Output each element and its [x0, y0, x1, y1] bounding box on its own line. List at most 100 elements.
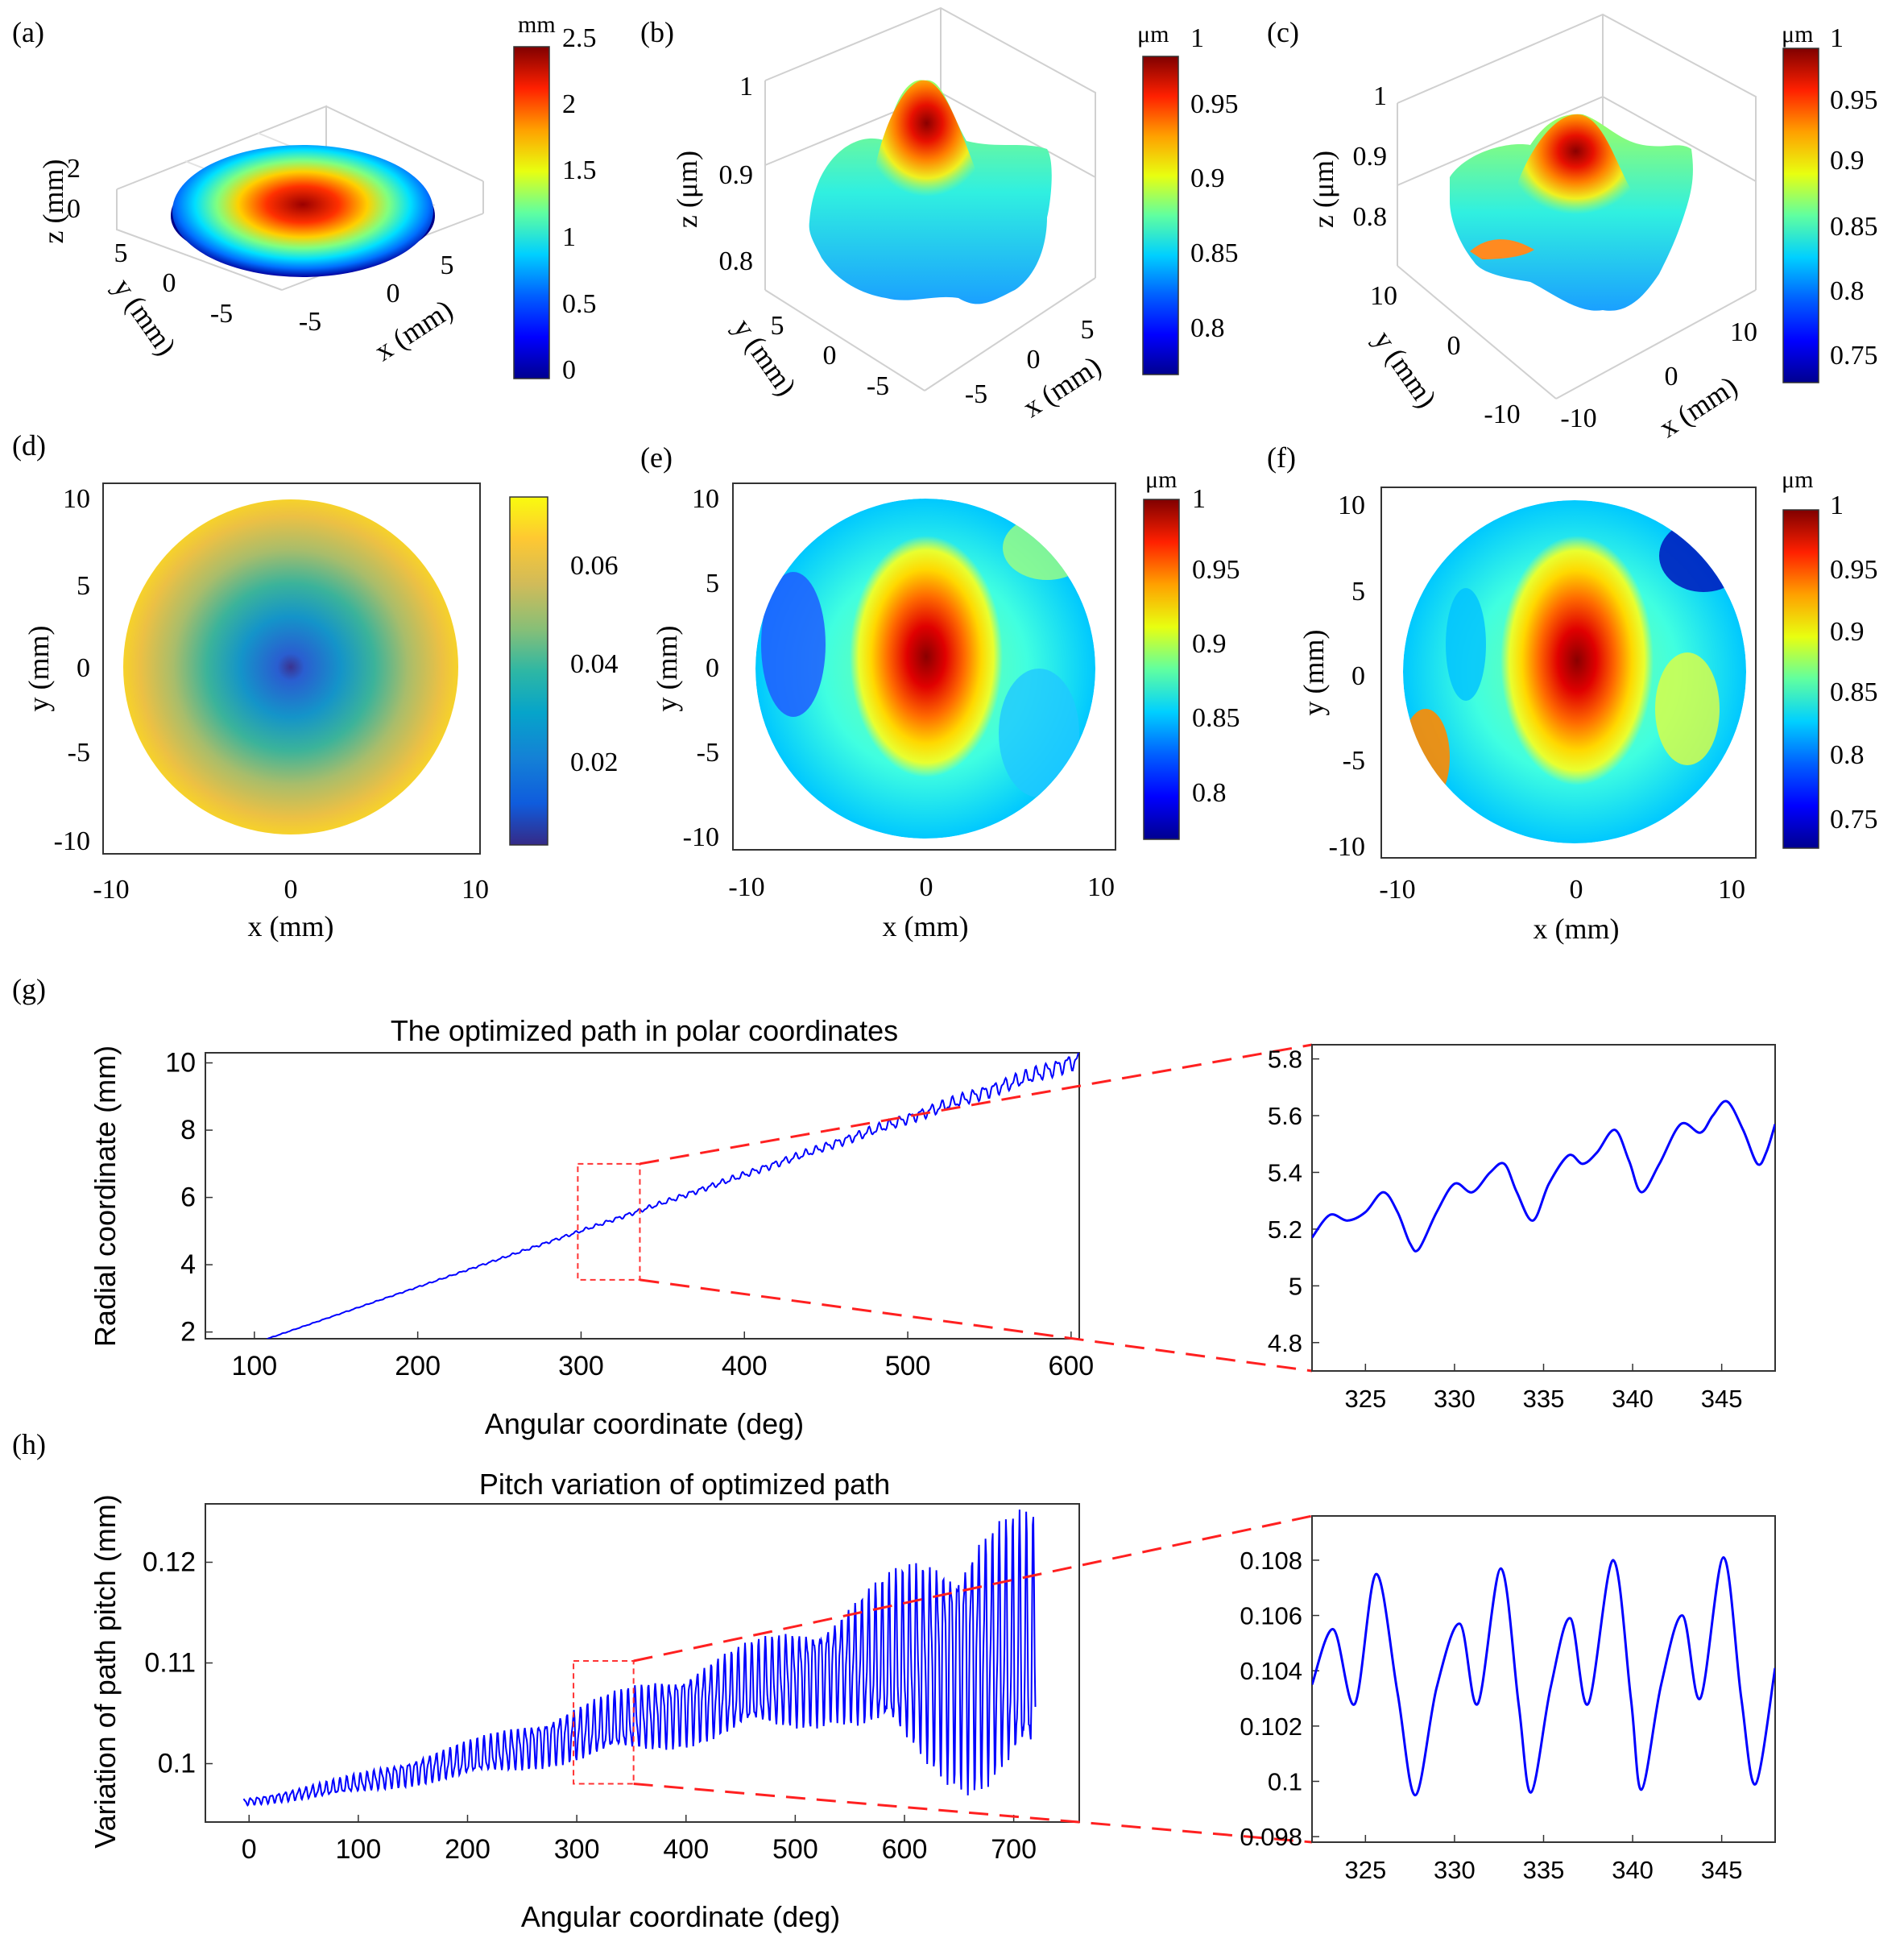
cb-e-tick: 0.95	[1192, 555, 1240, 585]
cb-e-tick: 0.8	[1192, 778, 1227, 808]
cb-c-tick: 1	[1830, 23, 1844, 53]
chart-h-zoom-ticks: 325 330 335 340 345 0.098 0.1 0.102 0.104 0.106 0.…	[1240, 1547, 1742, 1884]
panel-e-xtick: -10	[728, 872, 764, 902]
panel-f-ytick: 5	[1351, 577, 1365, 607]
cb-b-tick: 0.9	[1190, 164, 1225, 193]
chart-g-zoom-ticks: 325 330 335 340 345 4.8 5 5.2 5.4 5.6 5.8	[1268, 1046, 1743, 1413]
panel-b-ytick: -5	[867, 371, 889, 401]
panel-a-ytick: 5	[114, 238, 128, 268]
panel-c-xtick: 0	[1665, 362, 1678, 391]
panel-a-ztick: 0	[67, 194, 81, 224]
panel-a-colorbar-ticks: 2.5 2 1.5 1 0.5 0	[562, 23, 597, 385]
panel-c-colorbar: μm 1 0.95 0.9 0.85 0.8 0.75	[1782, 21, 1878, 383]
panel-b-ztick: 1	[739, 72, 753, 101]
panel-d-map	[123, 499, 458, 834]
chart-h-zoom-box	[573, 1660, 635, 1785]
panel-a-colorbar: mm 2.5 2 1.5 1 0.5 0	[513, 11, 597, 385]
panel-g-label: (g)	[12, 973, 46, 1005]
cb-a-tick: 2.5	[562, 23, 597, 53]
panel-d-ytick: -10	[54, 826, 90, 856]
panel-d-ytick: -5	[68, 738, 90, 768]
panel-f-label: (f)	[1267, 441, 1296, 474]
chart-g-zoom-ytick-label: 5.8	[1268, 1046, 1302, 1074]
chart-g-series-line	[266, 1053, 1079, 1339]
chart-g-xtick-label: 400	[722, 1351, 768, 1381]
chart-h-zoom-ytick-label: 0.104	[1240, 1657, 1302, 1685]
chart-g-zoom-xtick-label: 330	[1434, 1385, 1476, 1413]
cb-f-tick: 0.75	[1830, 805, 1878, 834]
chart-g-ytick-label: 8	[180, 1115, 196, 1145]
cb-f-tick: 1	[1830, 491, 1844, 520]
cb-c-tick: 0.8	[1830, 276, 1865, 306]
cb-a-tick: 1	[562, 222, 576, 252]
panel-a-label: (a)	[12, 16, 44, 48]
chart-h-xtick-label: 100	[336, 1834, 382, 1865]
panel-d-xtick: -10	[93, 875, 129, 905]
chart-h-zoom-xtick-label: 325	[1344, 1856, 1386, 1884]
panel-e-ytick: 0	[706, 653, 719, 683]
panel-a: (a) 2 0 5 0 -5 -5 0 5 z (mm) y (mm) x (m…	[12, 11, 597, 385]
panel-f-ytick: 10	[1338, 491, 1365, 520]
cb-b-tick: 0.8	[1190, 313, 1225, 343]
cb-c-tick: 0.85	[1830, 212, 1878, 242]
chart-g-xtick-label: 300	[558, 1351, 604, 1381]
cb-b-tick: 1	[1190, 23, 1204, 53]
panel-f-xlabel: x (mm)	[1534, 913, 1620, 945]
panel-e-xlabel: x (mm)	[883, 910, 969, 942]
chart-h-zoom-ytick-label: 0.1	[1268, 1767, 1302, 1795]
cb-b-tick: 0.95	[1190, 89, 1239, 119]
panel-b-ytick: 0	[823, 341, 837, 371]
panel-d-ytick: 5	[77, 571, 90, 601]
cb-a-tick: 0.5	[562, 289, 597, 319]
cb-e-tick: 0.9	[1192, 629, 1227, 659]
chart-h-axes-box	[205, 1503, 1080, 1823]
chart-h-xtick-label: 700	[991, 1834, 1037, 1865]
panel-b-zlabel: z (μm)	[671, 151, 703, 228]
chart-h-xtick-label: 600	[882, 1834, 928, 1865]
chart-g-ytick-label: 4	[180, 1249, 196, 1280]
panel-f-xtick: 10	[1718, 875, 1745, 905]
panel-e-map	[755, 499, 1095, 839]
panel-c-zlabel: z (μm)	[1307, 151, 1339, 228]
chart-g-zoom-ytick-label: 5.4	[1268, 1158, 1302, 1186]
chart-g-zoom-connector	[639, 1278, 1313, 1373]
panel-c-ytick: -10	[1484, 400, 1520, 429]
panel-f-colorbar-unit: μm	[1782, 466, 1813, 493]
panel-b: (b) 1 0.9 0.8 5 0 -5 -5 0 5 z (μm) y (mm…	[640, 6, 1239, 424]
panel-a-xtick: -5	[299, 307, 321, 337]
panel-h: (h) Pitch variation of optimized path 0 1…	[12, 1428, 1776, 1933]
panel-e-ytick: 10	[692, 484, 719, 514]
panel-b-colorbar-unit: μm	[1137, 21, 1169, 48]
cb-f-tick: 0.8	[1830, 740, 1865, 770]
panel-a-ytick: 0	[163, 268, 176, 298]
panel-d-xtick: 0	[284, 875, 298, 905]
panel-c-low-ridge	[1470, 239, 1534, 259]
cb-a-tick: 0	[562, 355, 576, 385]
panel-c-ztick: 0.8	[1353, 202, 1388, 232]
panel-e-xtick: 10	[1087, 872, 1115, 902]
chart-h-xtick-label: 400	[663, 1834, 709, 1865]
panel-e-ytick: -10	[683, 822, 719, 852]
panel-f-ytick: -10	[1329, 832, 1365, 862]
panel-f-ytick: 0	[1351, 661, 1365, 691]
chart-h-xlabel: Angular coordinate (deg)	[521, 1900, 840, 1933]
chart-h-title: Pitch variation of optimized path	[479, 1468, 890, 1501]
chart-g-zoom-ytick-label: 5.2	[1268, 1215, 1302, 1244]
cb-f-tick: 0.85	[1830, 677, 1878, 707]
panel-c-ylabel: y (mm)	[1368, 325, 1443, 414]
panel-d-ytick: 10	[63, 484, 90, 514]
cb-e-tick: 0.85	[1192, 703, 1240, 733]
chart-h-zoom-connector	[633, 1783, 1313, 1844]
chart-h-xtick-label: 200	[445, 1834, 490, 1865]
panel-f-ytick: -5	[1343, 746, 1365, 776]
chart-h-ylabel: Variation of path pitch (mm)	[89, 1494, 122, 1849]
panel-f-xtick: -10	[1379, 875, 1415, 905]
panel-b-ytick: 5	[771, 311, 784, 341]
panel-e-colorbar-unit: μm	[1145, 466, 1177, 493]
panel-a-xtick: 5	[441, 251, 454, 280]
panel-c-3d-axes	[1397, 13, 1757, 400]
panel-f-colorbar: μm 1 0.95 0.9 0.85 0.8 0.75	[1782, 466, 1878, 849]
panel-d: (d) -10 0 10 10 5 0 -5 -10 x (mm) y (mm)…	[12, 429, 619, 942]
cb-f-tick: 0.95	[1830, 555, 1878, 585]
cb-d-tick: 0.04	[570, 649, 619, 679]
